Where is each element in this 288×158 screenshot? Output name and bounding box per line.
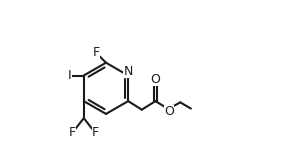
Text: F: F (93, 46, 100, 59)
Text: N: N (124, 65, 133, 78)
Text: O: O (164, 105, 174, 118)
Text: O: O (151, 73, 160, 86)
Text: F: F (92, 126, 99, 140)
Text: I: I (68, 69, 72, 82)
Text: F: F (69, 126, 76, 140)
